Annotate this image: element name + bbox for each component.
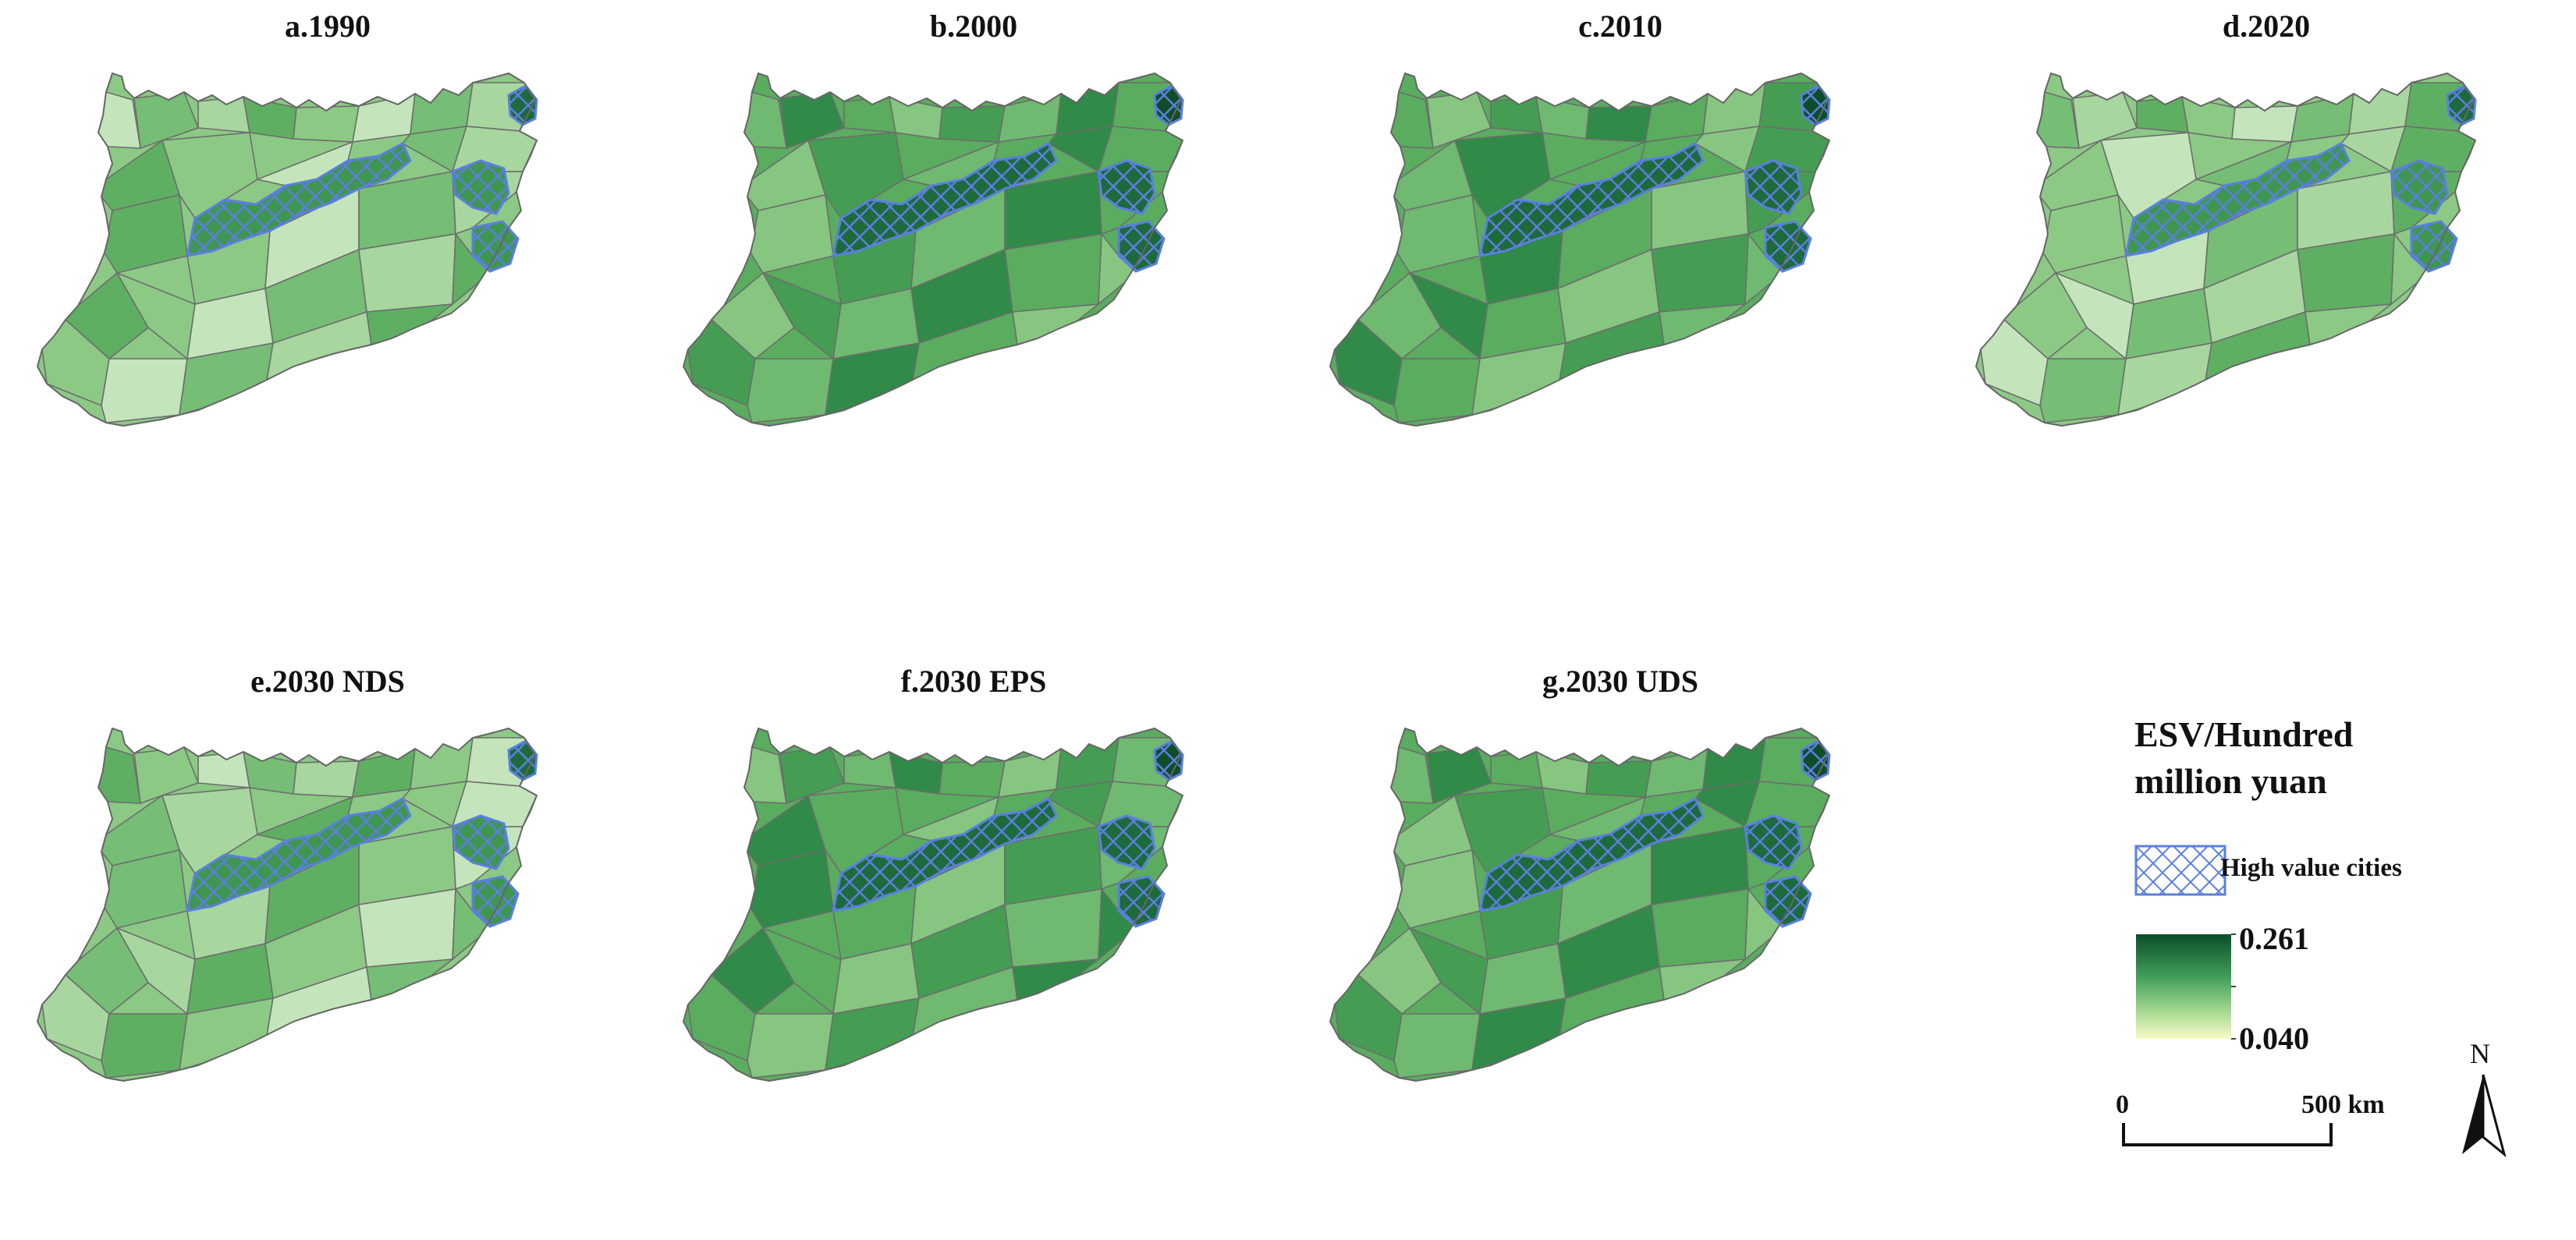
region-area (352, 747, 416, 798)
region-area (1659, 303, 1747, 346)
high-value-city-area (1764, 220, 1812, 273)
high-value-city-area (2124, 141, 2351, 257)
region-area (366, 958, 455, 1001)
north-arrow-icon (2462, 1074, 2507, 1158)
region-area (2290, 92, 2354, 143)
panel-title: f.2030 EPS (900, 664, 1047, 699)
map-panel-c: c.2010 (1324, 0, 1917, 562)
region-area (1659, 958, 1747, 1001)
high-value-city-area (1764, 875, 1812, 928)
region-area (101, 1013, 188, 1079)
map (1329, 727, 1831, 1082)
map (1329, 72, 1831, 427)
high-value-city-area (186, 796, 412, 912)
region-area (1645, 92, 1708, 143)
map (682, 72, 1184, 427)
legend-title: ESV/Hundred million yuan (2134, 711, 2353, 805)
map-panel-f: f.2030 EPS (677, 655, 1270, 1217)
high-value-city-area (186, 141, 412, 257)
high-value-city-area (1097, 159, 1156, 215)
region-area (747, 358, 834, 423)
region-area (1645, 747, 1708, 798)
scale-start-label: 0 (2116, 1090, 2129, 1119)
high-value-city-area (1478, 796, 1705, 912)
high-value-city-area (1744, 814, 1803, 870)
high-value-city-area (1744, 159, 1803, 215)
high-value-city-area (451, 814, 510, 870)
region-area (1393, 358, 1481, 423)
high-value-city-area (2390, 159, 2449, 215)
panel-title: e.2030 NDS (250, 664, 405, 699)
map-panel-d: d.2020 (1970, 0, 2563, 562)
legend-max-value: 0.261 (2239, 921, 2309, 956)
legend-title-line2: million yuan (2134, 761, 2327, 801)
map (1975, 72, 2477, 427)
map-panel-a: a.1990 (31, 0, 624, 562)
high-value-city-area (471, 220, 520, 273)
panel-title: a.1990 (285, 9, 371, 44)
region-area (1012, 303, 1101, 346)
map (682, 727, 1184, 1082)
region-area (998, 92, 1062, 143)
region-area (1393, 1013, 1481, 1079)
region-area (366, 303, 455, 346)
high-value-city-area (832, 796, 1058, 912)
region-area (101, 358, 188, 423)
high-value-city-area (2410, 220, 2458, 273)
high-value-city-area (1117, 220, 1166, 273)
high-value-city-area (832, 141, 1058, 257)
scale-bar (2122, 1123, 2333, 1146)
high-value-city-area (1097, 814, 1156, 870)
high-value-city-area (1117, 875, 1166, 928)
panel-title: b.2000 (929, 9, 1018, 44)
high-value-city-area (1478, 141, 1705, 257)
panel-title: c.2010 (1578, 9, 1662, 44)
map-panel-g: g.2030 UDS (1324, 655, 1917, 1217)
region-area (2305, 303, 2393, 346)
high-value-swatch (2134, 845, 2227, 896)
scale-end-label: 500 km (2301, 1090, 2385, 1119)
high-value-label: High value cities (2220, 854, 2402, 882)
panel-title: g.2030 UDS (1542, 664, 1699, 699)
legend-title-line1: ESV/Hundred (2134, 714, 2354, 754)
map-panel-b: b.2000 (677, 0, 1270, 562)
map (36, 727, 538, 1082)
region-area (2039, 358, 2127, 423)
map (36, 72, 538, 427)
north-label: N (2470, 1038, 2490, 1069)
panel-title: d.2020 (2222, 9, 2311, 44)
legend-min-value: 0.040 (2239, 1021, 2309, 1056)
region-area (747, 1013, 834, 1079)
map-panel-e: e.2030 NDS (31, 655, 624, 1217)
region-area (1012, 958, 1101, 1001)
color-ramp (2136, 934, 2236, 1040)
region-area (998, 747, 1062, 798)
region-area (352, 92, 416, 143)
high-value-city-area (471, 875, 520, 928)
high-value-city-area (451, 159, 510, 215)
